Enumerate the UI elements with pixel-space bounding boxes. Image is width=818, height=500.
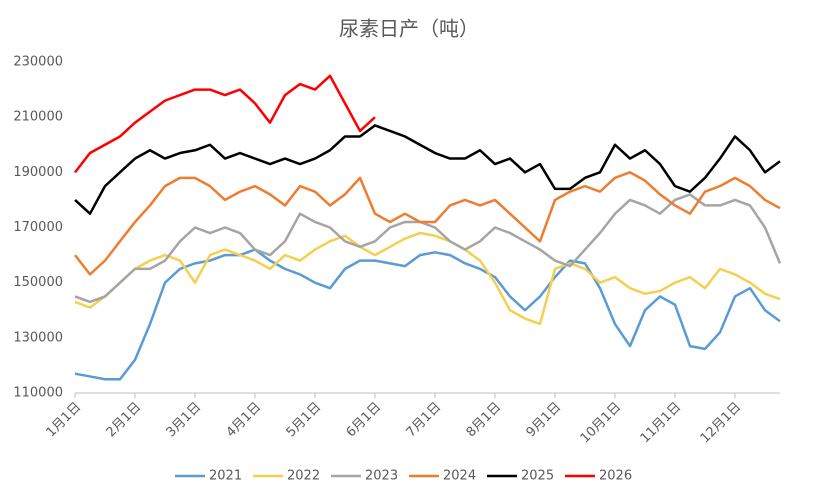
x-tick-label: 3月1日 bbox=[164, 400, 205, 441]
series-line bbox=[74, 248, 781, 381]
y-tick-label: 170000 bbox=[13, 220, 63, 235]
series-line bbox=[74, 74, 376, 174]
series-line bbox=[74, 124, 781, 215]
x-tick-label: 1月1日 bbox=[44, 400, 85, 441]
y-tick-label: 150000 bbox=[13, 275, 63, 290]
x-tick-label: 2月1日 bbox=[104, 400, 145, 441]
x-tick-label: 12月1日 bbox=[698, 400, 745, 447]
y-tick-label: 210000 bbox=[13, 110, 63, 125]
x-tick-label: 8月1日 bbox=[464, 400, 505, 441]
y-tick-label: 190000 bbox=[13, 165, 63, 180]
chart-title: 尿素日产（吨） bbox=[339, 17, 479, 41]
x-tick-label: 6月1日 bbox=[344, 400, 385, 441]
x-tick-label: 7月1日 bbox=[404, 400, 445, 441]
legend-label: 2024 bbox=[443, 469, 476, 484]
x-tick-label: 10月1日 bbox=[578, 400, 625, 447]
legend-label: 2026 bbox=[599, 469, 632, 484]
x-tick-label: 4月1日 bbox=[224, 400, 265, 441]
series-line bbox=[74, 171, 781, 276]
series-line bbox=[74, 231, 781, 326]
legend-label: 2025 bbox=[521, 469, 554, 484]
legend-label: 2023 bbox=[365, 469, 398, 484]
x-tick-label: 5月1日 bbox=[284, 400, 325, 441]
y-tick-label: 230000 bbox=[13, 55, 63, 70]
x-tick-label: 11月1日 bbox=[638, 400, 685, 447]
y-tick-label: 110000 bbox=[13, 386, 63, 401]
x-tick-label: 9月1日 bbox=[524, 400, 565, 441]
legend-label: 2021 bbox=[209, 469, 242, 484]
y-tick-label: 130000 bbox=[13, 330, 63, 345]
series-line bbox=[74, 193, 782, 304]
legend-label: 2022 bbox=[287, 469, 320, 484]
